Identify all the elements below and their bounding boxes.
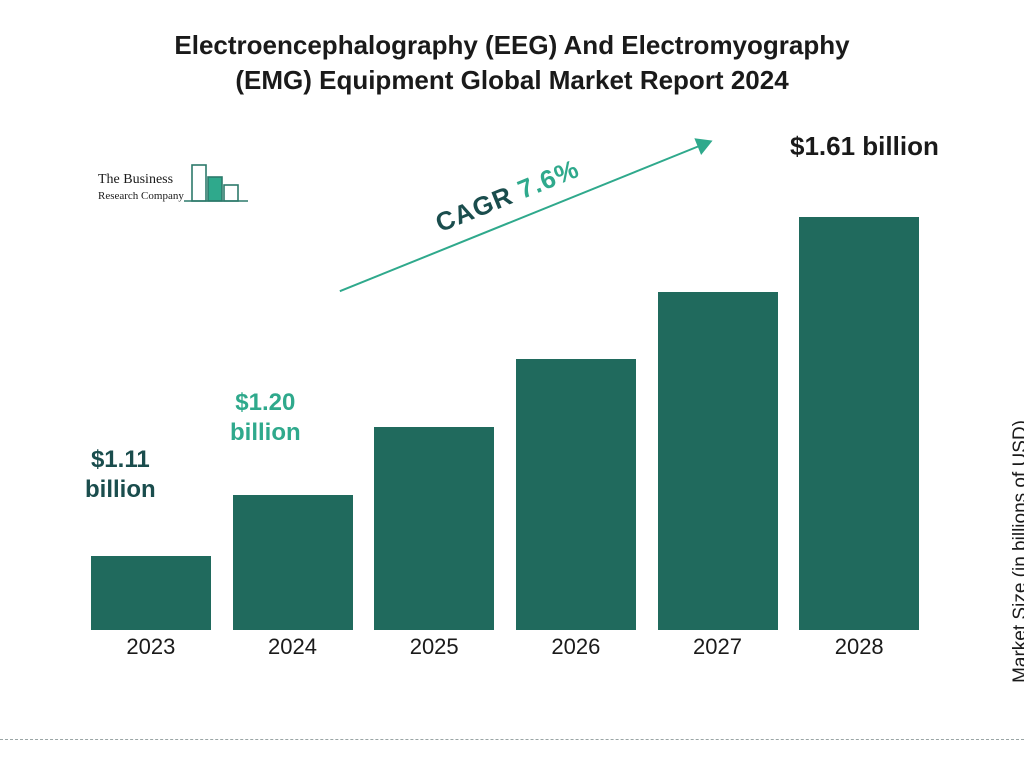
- x-axis: 202320242025202620272028: [80, 634, 930, 670]
- y-axis-label: Market Size (in billions of USD): [1010, 420, 1024, 683]
- bar-2024: [233, 495, 353, 630]
- chart-container: Electroencephalography (EEG) And Electro…: [0, 0, 1024, 768]
- cagr-text: CAGR 7.6%: [431, 153, 584, 239]
- value-label-2024: $1.20 billion: [230, 388, 301, 448]
- x-tick: 2026: [505, 634, 647, 670]
- trend-arrow-head-icon: [694, 132, 716, 155]
- bar-wrap: [363, 427, 505, 630]
- bar-2027: [658, 292, 778, 630]
- bar-wrap: [788, 217, 930, 630]
- x-tick: 2027: [647, 634, 789, 670]
- chart-title: Electroencephalography (EEG) And Electro…: [122, 28, 902, 98]
- title-line-2: (EMG) Equipment Global Market Report 202…: [235, 65, 788, 95]
- value-label-2023: $1.11 billion: [85, 445, 156, 505]
- bar-2026: [516, 359, 636, 630]
- value-label-2028: $1.61 billion: [790, 130, 939, 163]
- bar-2023: [91, 556, 211, 630]
- bar-wrap: [505, 359, 647, 630]
- x-tick: 2025: [363, 634, 505, 670]
- title-line-1: Electroencephalography (EEG) And Electro…: [174, 30, 849, 60]
- bar-wrap: [80, 556, 222, 630]
- x-tick: 2023: [80, 634, 222, 670]
- bar-wrap: [647, 292, 789, 630]
- footer-divider: [0, 739, 1024, 740]
- bar-2025: [374, 427, 494, 630]
- bar-wrap: [222, 495, 364, 630]
- bar-2028: [799, 217, 919, 630]
- x-tick: 2024: [222, 634, 364, 670]
- cagr-label: CAGR: [431, 180, 517, 238]
- x-tick: 2028: [788, 634, 930, 670]
